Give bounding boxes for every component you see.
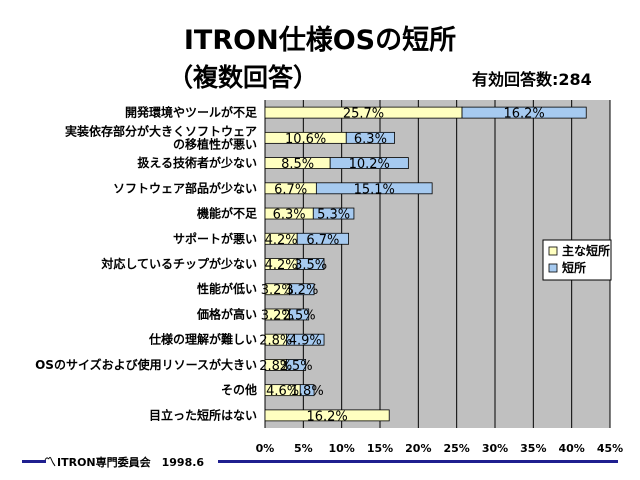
bar-minor [345, 131, 395, 144]
data-label: 2.5% [280, 359, 313, 374]
chart-subtitle: （複数回答） [168, 63, 319, 92]
data-label: 25.7% [343, 107, 384, 122]
category-label: 目立った短所はない [149, 407, 257, 422]
data-label: 8.5% [281, 157, 314, 172]
respondent-count: 有効回答数:284 [472, 70, 592, 89]
data-label: 6.3% [354, 132, 387, 147]
bar-minor [296, 232, 349, 245]
data-label: 1.8% [291, 384, 324, 399]
data-label: 2.8% [259, 334, 292, 349]
data-label: 3.2% [261, 308, 294, 323]
data-label: 3.5% [294, 258, 327, 273]
data-label: 6.7% [274, 182, 307, 197]
data-label: 10.6% [285, 132, 326, 147]
data-label: 4.2% [265, 258, 298, 273]
category-label: 性能が低い [196, 281, 257, 296]
bar-minor [299, 384, 315, 397]
legend-label: 主な短所 [562, 243, 610, 258]
x-tick-label: 20% [405, 442, 431, 455]
data-label: 6.3% [273, 208, 306, 223]
x-tick-label: 30% [482, 442, 508, 455]
data-label: 2.5% [283, 308, 316, 323]
committee-logo-icon: 〽 [44, 455, 57, 469]
category-label: 扱える技術者が少ない [137, 155, 257, 170]
bar-minor [461, 106, 587, 119]
x-tick-label: 0% [256, 442, 275, 455]
category-label: 価格が高い [196, 306, 257, 321]
category-label: 仕様の理解が難しい [148, 332, 257, 347]
legend-swatch [548, 246, 558, 256]
x-tick-label: 10% [328, 442, 354, 455]
footer: 〽 ITRON専門委員会 1998.6 [0, 452, 640, 470]
data-label: 5.3% [317, 208, 350, 223]
x-tick-label: 40% [558, 442, 584, 455]
data-label: 4.6% [266, 384, 299, 399]
category-label: 開発環境やツールが不足 [125, 105, 257, 120]
x-tick-label: 45% [597, 442, 623, 455]
data-label: 16.2% [306, 409, 347, 424]
data-label: 10.2% [349, 157, 390, 172]
x-tick-label: 35% [520, 442, 546, 455]
category-label: 対応しているチップが少ない [100, 256, 257, 271]
data-label: 15.1% [354, 182, 395, 197]
category-label: 実装依存部分が大きくソフトウェア [65, 123, 257, 138]
category-label: 機能が不足 [197, 206, 257, 221]
data-label: 4.2% [265, 233, 298, 248]
category-label: サポートが悪い [173, 231, 257, 246]
category-label: ソフトウェア部品が少ない [113, 180, 257, 195]
bar-minor [289, 283, 315, 296]
data-label: 3.2% [261, 283, 294, 298]
bar-minor [286, 333, 325, 346]
chart-title: ITRON仕様OSの短所 [183, 25, 457, 56]
legend-swatch [548, 263, 558, 273]
bar-minor [315, 182, 433, 195]
data-label: 4.9% [289, 334, 322, 349]
category-label: その他 [221, 382, 257, 397]
data-label: 3.2% [285, 283, 318, 298]
x-tick-label: 15% [367, 442, 393, 455]
category-label: OSのサイズおよび使用リソースが大きい [35, 357, 257, 372]
data-label: 2.8% [259, 359, 292, 374]
footer-rule-right [218, 460, 618, 463]
bar-minor [329, 157, 409, 169]
bar-minor [286, 359, 307, 371]
bar-minor [296, 258, 325, 270]
footer-rule-left [22, 460, 46, 463]
x-tick-label: 5% [294, 442, 313, 455]
x-tick-label: 25% [443, 442, 469, 455]
category-label: の移植性が悪い [173, 136, 257, 151]
legend-label: 短所 [562, 260, 586, 275]
data-label: 16.2% [503, 107, 544, 122]
footer-text: ITRON専門委員会 1998.6 [57, 456, 205, 469]
bar-minor [312, 207, 355, 220]
data-label: 6.7% [306, 233, 339, 248]
bar-major [264, 409, 390, 422]
bar-minor [289, 308, 310, 321]
